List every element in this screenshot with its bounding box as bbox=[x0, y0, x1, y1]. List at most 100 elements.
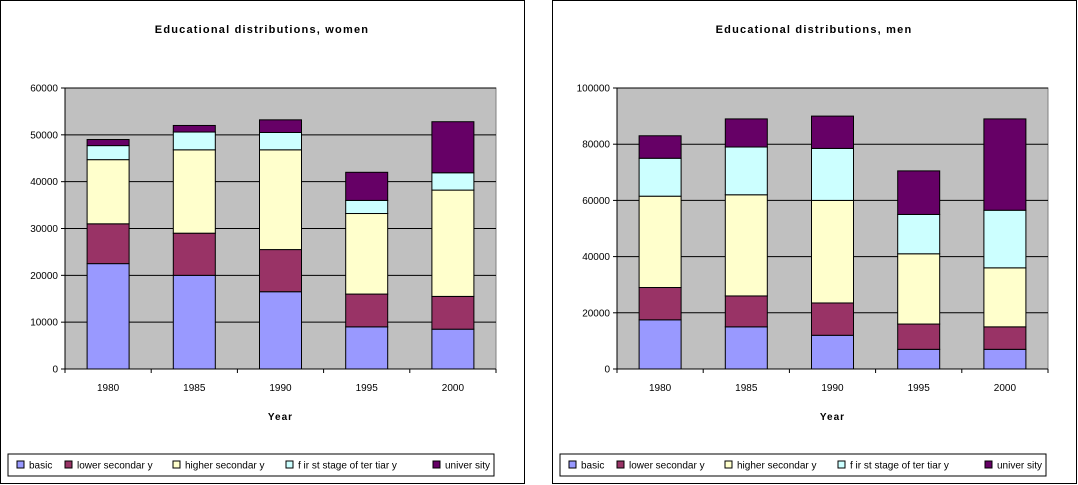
legend-label: lower secondar y bbox=[629, 461, 705, 472]
bar-segment bbox=[638, 287, 682, 321]
x-tick-label: 1985 bbox=[183, 383, 206, 394]
bar-segment bbox=[431, 189, 475, 297]
y-tick-label: 40000 bbox=[582, 252, 610, 263]
bar-segment bbox=[724, 326, 768, 370]
legend-swatch bbox=[837, 460, 846, 469]
bar-segment bbox=[724, 295, 768, 328]
chart-title: Educational distributions, women bbox=[155, 24, 369, 36]
legend bbox=[7, 453, 495, 477]
y-tick-label: 100000 bbox=[577, 84, 611, 95]
y-tick-label: 80000 bbox=[582, 140, 610, 151]
x-axis-title: Year bbox=[820, 412, 845, 423]
chart-panel-men: Educational distributions, men 0 20000 4000… bbox=[552, 0, 1077, 484]
bar-segment bbox=[431, 172, 475, 191]
legend-swatch bbox=[172, 460, 181, 469]
bar-segment bbox=[638, 157, 682, 197]
bar-segment bbox=[345, 293, 389, 328]
x-tick-label: 1980 bbox=[97, 383, 120, 394]
legend-label: f ir st stage of ter tiar y bbox=[298, 461, 397, 472]
y-tick-label: 60000 bbox=[30, 84, 58, 95]
bar-segment bbox=[86, 159, 130, 225]
bar-segment bbox=[897, 348, 941, 370]
bar-segment bbox=[983, 326, 1027, 350]
bar-segment bbox=[172, 131, 216, 151]
legend-swatch bbox=[984, 460, 993, 469]
legend-label: univer sity bbox=[445, 461, 490, 472]
y-tick-label: 0 bbox=[52, 365, 58, 376]
bar-segment bbox=[172, 124, 216, 133]
bar-segment bbox=[259, 119, 302, 133]
bar-segment bbox=[86, 145, 130, 161]
x-tick-label: 1985 bbox=[735, 383, 758, 394]
bar-segment bbox=[345, 213, 389, 295]
bar-segment bbox=[345, 326, 389, 370]
legend-swatch bbox=[432, 460, 441, 469]
x-tick-label: 1995 bbox=[908, 383, 931, 394]
bar-segment bbox=[811, 115, 854, 149]
y-tick-label: 60000 bbox=[582, 196, 610, 207]
x-tick-label: 1990 bbox=[269, 383, 292, 394]
bar-segment bbox=[724, 194, 768, 297]
bar-segment bbox=[172, 232, 216, 276]
bar-segment bbox=[724, 118, 768, 148]
bar-segment bbox=[897, 213, 941, 255]
bar-segment bbox=[897, 170, 941, 215]
bar-segment bbox=[86, 223, 130, 265]
bar-segment bbox=[345, 171, 389, 201]
y-tick-label: 40000 bbox=[30, 177, 58, 188]
x-tick-label: 1995 bbox=[356, 383, 379, 394]
legend-swatch bbox=[724, 460, 733, 469]
x-tick-label: 1990 bbox=[821, 383, 844, 394]
legend-label: univer sity bbox=[997, 461, 1042, 472]
x-tick-label: 1980 bbox=[649, 383, 672, 394]
legend-label: higher secondar y bbox=[185, 461, 265, 472]
legend-label: lower secondar y bbox=[77, 461, 153, 472]
bar-segment bbox=[259, 131, 302, 151]
y-tick-label: 20000 bbox=[30, 271, 58, 282]
bar-segment bbox=[897, 253, 941, 325]
bar-segment bbox=[638, 319, 682, 370]
legend-swatch bbox=[285, 460, 294, 469]
bar-segment bbox=[259, 291, 302, 370]
bar-segment bbox=[259, 149, 302, 251]
y-tick-label: 50000 bbox=[30, 130, 58, 141]
bar-segment bbox=[811, 334, 854, 370]
legend-swatch bbox=[16, 460, 25, 469]
x-tick-label: 2000 bbox=[442, 383, 465, 394]
x-axis-title: Year bbox=[268, 412, 293, 423]
bar-segment bbox=[811, 302, 854, 336]
bar-segment bbox=[983, 209, 1027, 269]
chart-panel-women: Educational distributions, women 0 10000 20… bbox=[0, 0, 525, 484]
legend-swatch bbox=[64, 460, 73, 469]
x-tick-label: 2000 bbox=[994, 383, 1017, 394]
bar-segment bbox=[983, 267, 1027, 328]
bar-segment bbox=[897, 323, 941, 350]
y-tick-label: 10000 bbox=[30, 318, 58, 329]
bar-segment bbox=[811, 199, 854, 304]
bar-segment bbox=[86, 139, 130, 147]
legend-label: basic bbox=[581, 461, 604, 472]
bar-segment bbox=[259, 249, 302, 293]
bar-segment bbox=[345, 199, 389, 215]
y-tick-label: 0 bbox=[604, 365, 610, 376]
bar-segment bbox=[724, 146, 768, 196]
bar-segment bbox=[983, 348, 1027, 370]
y-tick-label: 30000 bbox=[30, 224, 58, 235]
chart-men: Educational distributions, men 0 20000 4000… bbox=[552, 0, 1077, 484]
legend bbox=[559, 453, 1047, 477]
y-tick-label: 20000 bbox=[582, 308, 610, 319]
bar-segment bbox=[811, 147, 854, 201]
bar-segment bbox=[983, 118, 1027, 211]
legend-label: higher secondar y bbox=[737, 461, 817, 472]
bar-segment bbox=[431, 121, 475, 174]
bar-segment bbox=[431, 295, 475, 330]
bar-segment bbox=[431, 328, 475, 370]
bar-segment bbox=[172, 274, 216, 370]
legend-swatch bbox=[568, 460, 577, 469]
chart-women: Educational distributions, women 0 10000 20… bbox=[0, 0, 525, 484]
bar-segment bbox=[638, 195, 682, 289]
bar-segment bbox=[172, 149, 216, 234]
bar-segment bbox=[86, 263, 130, 370]
bar-segment bbox=[638, 135, 682, 159]
legend-swatch bbox=[616, 460, 625, 469]
